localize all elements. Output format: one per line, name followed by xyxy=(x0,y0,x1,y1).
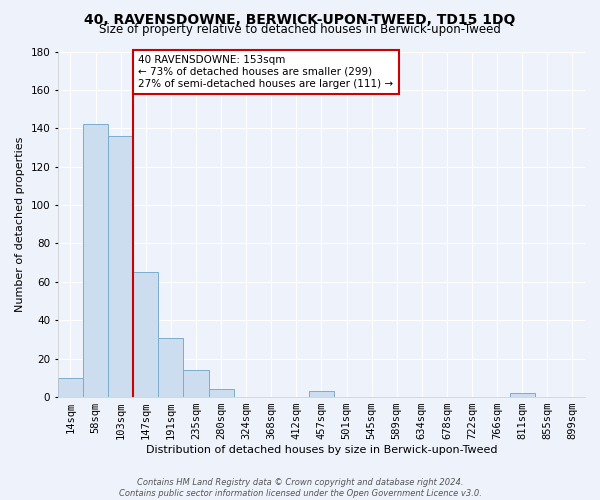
X-axis label: Distribution of detached houses by size in Berwick-upon-Tweed: Distribution of detached houses by size … xyxy=(146,445,497,455)
Bar xyxy=(209,390,233,397)
Text: Contains HM Land Registry data © Crown copyright and database right 2024.
Contai: Contains HM Land Registry data © Crown c… xyxy=(119,478,481,498)
Text: Size of property relative to detached houses in Berwick-upon-Tweed: Size of property relative to detached ho… xyxy=(99,22,501,36)
Bar xyxy=(58,378,83,397)
Text: 40 RAVENSDOWNE: 153sqm
← 73% of detached houses are smaller (299)
27% of semi-de: 40 RAVENSDOWNE: 153sqm ← 73% of detached… xyxy=(138,56,394,88)
Bar xyxy=(133,272,158,397)
Bar xyxy=(83,124,108,397)
Text: 40, RAVENSDOWNE, BERWICK-UPON-TWEED, TD15 1DQ: 40, RAVENSDOWNE, BERWICK-UPON-TWEED, TD1… xyxy=(85,12,515,26)
Bar xyxy=(309,392,334,397)
Bar xyxy=(158,338,184,397)
Bar xyxy=(184,370,209,397)
Y-axis label: Number of detached properties: Number of detached properties xyxy=(15,136,25,312)
Bar xyxy=(108,136,133,397)
Bar xyxy=(510,393,535,397)
